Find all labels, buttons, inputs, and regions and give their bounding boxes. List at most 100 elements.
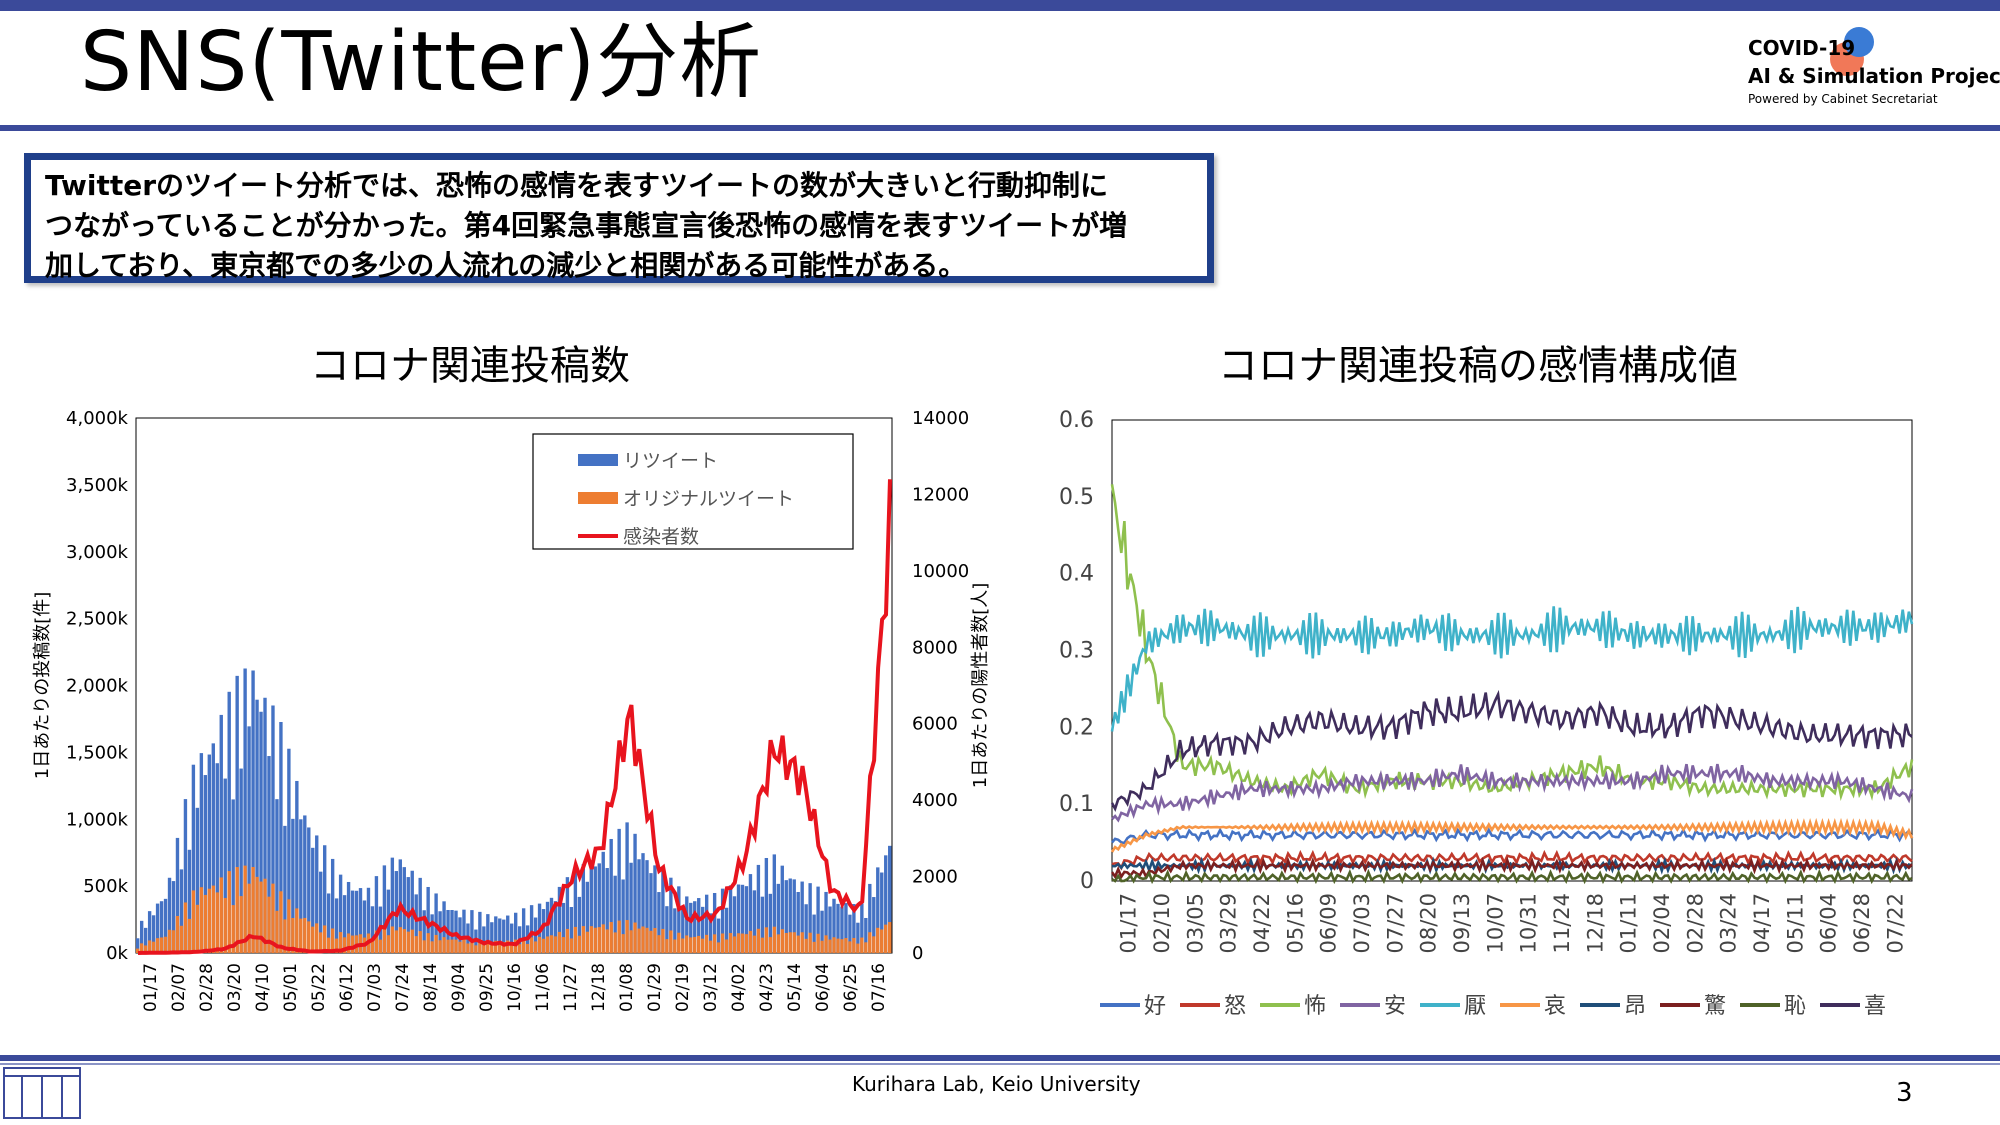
original-tweet-bar (199, 887, 204, 953)
legend-label: リツイート (623, 450, 718, 472)
retweet-bar (585, 881, 589, 953)
original-tweet-bar (752, 935, 757, 953)
original-tweet-bar (418, 931, 422, 953)
y-tick-label: 3,000k (66, 542, 129, 563)
retweet-bar (736, 884, 741, 953)
original-tweet-bar (589, 926, 593, 953)
retweet-bar (828, 906, 832, 953)
legend-label: 怖 (1304, 994, 1326, 1019)
original-tweet-bar (581, 926, 586, 953)
original-tweet-bar (191, 890, 196, 953)
retweet-bar (143, 927, 148, 953)
original-tweet-bar (884, 924, 888, 953)
retweet-bar (223, 778, 227, 953)
retweet-bar (326, 893, 331, 953)
retweet-bar (426, 886, 430, 953)
original-tweet-bar (287, 899, 291, 953)
retweet-bar (319, 871, 323, 953)
x-tick-label: 07/27 (1383, 893, 1407, 954)
retweet-bar (573, 869, 578, 953)
retweet-bar (561, 902, 566, 953)
retweet-bar (697, 898, 701, 953)
y2-tick-label: 12000 (912, 484, 969, 505)
legend-box (532, 433, 854, 550)
original-tweet-bar (490, 942, 494, 953)
x-tick-label: 02/28 (197, 963, 217, 1012)
logo-blue-circle (1844, 27, 1874, 57)
retweet-bar (454, 910, 458, 953)
retweet-bar (307, 827, 311, 953)
legend-label: 驚 (1704, 994, 1726, 1019)
retweet-bar (195, 807, 200, 953)
original-tweet-bar (462, 939, 466, 953)
original-tweet-bar (235, 867, 239, 953)
original-tweet-bar (820, 940, 824, 953)
retweet-bar (752, 890, 757, 953)
x-tick-label: 10/31 (1517, 893, 1541, 954)
retweet-bar (565, 877, 570, 953)
retweet-bar (215, 763, 219, 953)
original-tweet-bar (828, 939, 832, 953)
x-tick-label: 08/20 (1417, 893, 1441, 954)
original-tweet-bar (203, 894, 208, 953)
original-tweet-bar (780, 929, 784, 953)
x-tick-label: 11/27 (561, 963, 581, 1012)
retweet-bar (171, 881, 176, 953)
retweet-bar (147, 911, 152, 953)
retweet-bar (601, 851, 605, 953)
original-tweet-bar (247, 883, 251, 953)
retweet-bar (207, 754, 211, 953)
original-tweet-bar (454, 939, 458, 953)
original-tweet-bar (171, 930, 176, 953)
original-tweet-bar (844, 938, 848, 953)
x-tick-label: 05/01 (281, 963, 301, 1012)
x-tick-label: 03/05 (1183, 893, 1207, 954)
original-tweet-bar (704, 934, 709, 953)
summary-line: Twitterのツイート分析では、恐怖の感情を表すツイートの数が大きいと行動抑制… (45, 169, 1109, 202)
chart2-title: コロナ関連投稿の感情構成値 (1218, 343, 1738, 389)
x-tick-label: 03/12 (701, 963, 721, 1012)
original-tweet-bar (183, 902, 188, 953)
original-tweet-bar (390, 926, 395, 953)
retweet-bar (820, 910, 824, 953)
retweet-bar (800, 881, 804, 953)
retweet-bar (362, 900, 367, 953)
y-tick-label: 2,000k (66, 676, 129, 697)
original-tweet-bar (645, 927, 649, 953)
posts-chart: 0k 500k 1,000k 1,500k 2,000k 2,500k 3,000k 3,50… (32, 408, 991, 1012)
original-tweet-bar (211, 885, 215, 953)
original-tweet-bar (529, 937, 534, 953)
x-tick-label: 01/29 (645, 963, 665, 1012)
original-tweet-bar (402, 929, 406, 953)
original-tweet-bar (167, 929, 172, 953)
x-tick-label: 02/28 (1683, 893, 1707, 954)
retweet-bar (521, 908, 526, 953)
original-tweet-bar (792, 932, 796, 953)
original-tweet-bar (609, 922, 613, 953)
x-tick-label: 04/22 (1250, 893, 1274, 954)
retweet-bar (637, 859, 641, 953)
retweet-bar (231, 799, 235, 953)
retweet-bar (311, 847, 315, 953)
retweet-bar (211, 743, 215, 953)
original-tweet-bar (605, 929, 609, 953)
original-tweet-bar (772, 926, 777, 953)
retweet-bar (605, 868, 609, 953)
original-tweet-bar (649, 930, 653, 953)
retweet-bar (621, 879, 625, 953)
original-tweet-bar (338, 932, 343, 953)
retweet-bar (724, 907, 729, 953)
retweet-bar (478, 911, 482, 953)
retweet-bar (589, 862, 593, 953)
retweet-bar (856, 922, 860, 953)
legend-swatch (578, 492, 618, 504)
original-tweet-bar (633, 922, 637, 953)
original-tweet-bar (466, 943, 470, 953)
retweet-bar (219, 714, 223, 953)
original-tweet-bar (876, 927, 880, 953)
retweet-bar (712, 892, 717, 953)
x-tick-label: 12/18 (1583, 893, 1607, 954)
retweet-bar (183, 799, 188, 953)
retweet-bar (812, 914, 816, 953)
emotion-line-5 (1110, 817, 1914, 853)
